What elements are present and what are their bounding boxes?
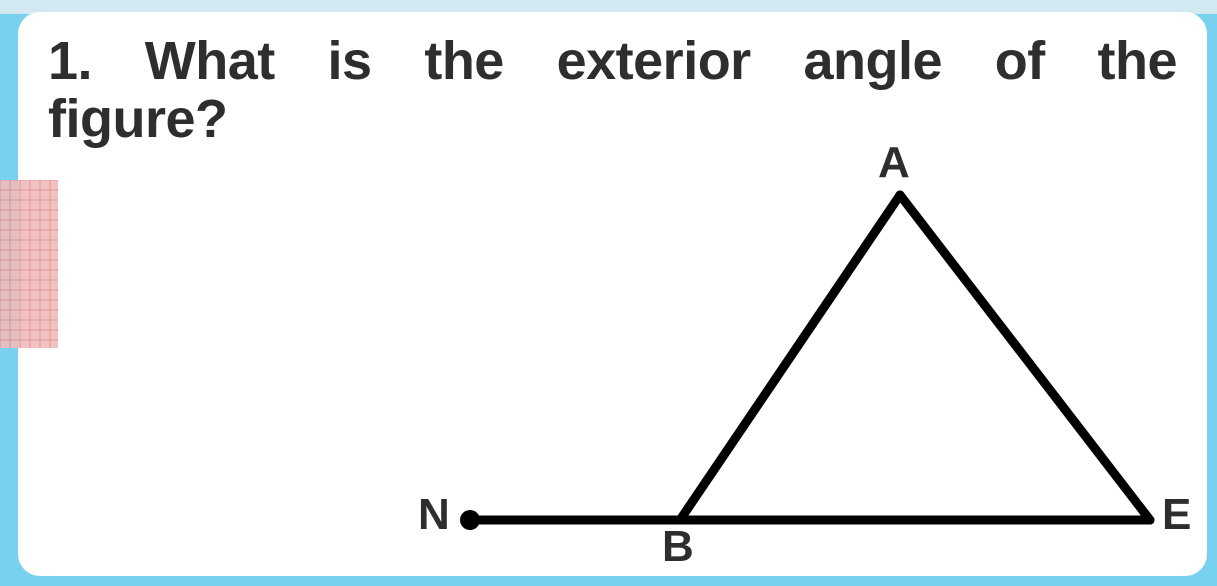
vertex-label-n: N	[418, 490, 450, 540]
segment-b-a	[680, 195, 900, 520]
vertex-label-e: E	[1162, 490, 1191, 540]
triangle-diagram	[0, 0, 1217, 586]
vertex-label-a: A	[878, 138, 910, 188]
segment-a-e	[900, 195, 1150, 520]
point-n-dot	[460, 510, 480, 530]
vertex-label-b: B	[662, 522, 694, 572]
